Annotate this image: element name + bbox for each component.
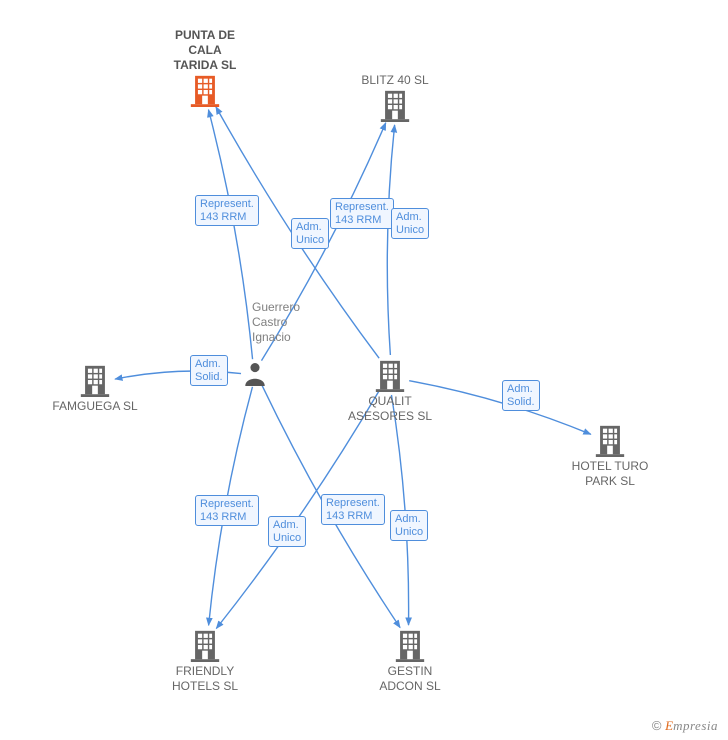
company-node-turo: HOTEL TURO PARK SL: [550, 423, 670, 489]
edge-label: Represent. 143 RRM: [321, 494, 385, 525]
building-icon: [78, 363, 112, 397]
copyright-symbol: ©: [652, 718, 662, 733]
company-label: GESTIN ADCON SL: [350, 664, 470, 694]
edge: [208, 110, 252, 360]
diagram-canvas: PUNTA DE CALA TARIDA SL BLITZ 40 SL: [0, 0, 728, 740]
company-label: PUNTA DE CALA TARIDA SL: [145, 28, 265, 73]
edge-label: Adm. Unico: [291, 218, 329, 249]
edge-label: Adm. Unico: [268, 516, 306, 547]
company-node-punta: PUNTA DE CALA TARIDA SL: [145, 26, 265, 107]
building-icon: [188, 628, 222, 662]
person-label: Guerrero Castro Ignacio: [252, 300, 300, 345]
company-label: BLITZ 40 SL: [335, 73, 455, 88]
company-node-friendly: FRIENDLY HOTELS SL: [145, 628, 265, 694]
copyright: © Empresia: [652, 718, 718, 734]
building-icon: [593, 423, 627, 457]
building-icon: [393, 628, 427, 662]
edge-label: Adm. Unico: [391, 208, 429, 239]
company-node-gestin: GESTIN ADCON SL: [350, 628, 470, 694]
edge-label: Adm. Solid.: [190, 355, 228, 386]
brand-rest: mpresia: [673, 718, 718, 733]
person-icon: [242, 359, 268, 387]
brand-initial: E: [665, 718, 673, 733]
company-label: FRIENDLY HOTELS SL: [145, 664, 265, 694]
edge-label: Represent. 143 RRM: [195, 495, 259, 526]
company-node-famguega: FAMGUEGA SL: [35, 363, 155, 414]
building-icon: [373, 358, 407, 392]
person-node: [242, 359, 268, 392]
edge-label: Adm. Unico: [390, 510, 428, 541]
company-node-qualit: QUALIT ASESORES SL: [330, 358, 450, 424]
company-node-blitz: BLITZ 40 SL: [335, 71, 455, 122]
edge-label: Represent. 143 RRM: [330, 198, 394, 229]
edge: [387, 125, 394, 355]
company-label: HOTEL TURO PARK SL: [550, 459, 670, 489]
company-label: QUALIT ASESORES SL: [330, 394, 450, 424]
building-icon: [378, 88, 412, 122]
company-label: FAMGUEGA SL: [35, 399, 155, 414]
building-icon: [188, 73, 222, 107]
edge-label: Adm. Solid.: [502, 380, 540, 411]
edge-label: Represent. 143 RRM: [195, 195, 259, 226]
